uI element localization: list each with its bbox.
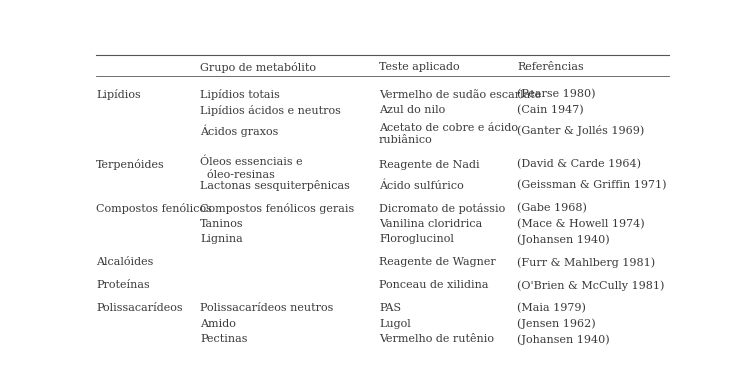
Text: Lipídios totais: Lipídios totais [200, 89, 280, 100]
Text: (Furr & Mahlberg 1981): (Furr & Mahlberg 1981) [518, 257, 656, 268]
Text: Reagente de Wagner: Reagente de Wagner [379, 257, 495, 267]
Text: Óleos essenciais e
  óleo-resinas: Óleos essenciais e óleo-resinas [200, 157, 302, 180]
Text: Teste aplicado: Teste aplicado [379, 62, 460, 73]
Text: Ácidos graxos: Ácidos graxos [200, 125, 279, 137]
Text: (Mace & Howell 1974): (Mace & Howell 1974) [518, 219, 645, 229]
Text: Polissacarídeos neutros: Polissacarídeos neutros [200, 304, 333, 313]
Text: Compostos fenólicos: Compostos fenólicos [96, 203, 212, 214]
Text: Lignina: Lignina [200, 234, 243, 244]
Text: (Ganter & Jollés 1969): (Ganter & Jollés 1969) [518, 125, 644, 137]
Text: (Cain 1947): (Cain 1947) [518, 105, 584, 115]
Text: Dicromato de potássio: Dicromato de potássio [379, 203, 505, 214]
Text: Proteínas: Proteínas [96, 280, 150, 291]
Text: Lugol: Lugol [379, 319, 410, 329]
Text: (David & Carde 1964): (David & Carde 1964) [518, 159, 641, 170]
Text: Compostos fenólicos gerais: Compostos fenólicos gerais [200, 203, 354, 214]
Text: Floroglucinol: Floroglucinol [379, 234, 454, 244]
Text: Reagente de Nadi: Reagente de Nadi [379, 160, 480, 170]
Text: (Pearse 1980): (Pearse 1980) [518, 89, 596, 100]
Text: Terpenóides: Terpenóides [96, 159, 165, 170]
Text: Ácido sulfúrico: Ácido sulfúrico [379, 180, 463, 191]
Text: Acetato de cobre e ácido
rubiânico: Acetato de cobre e ácido rubiânico [379, 123, 518, 145]
Text: (Johansen 1940): (Johansen 1940) [518, 334, 610, 345]
Text: Ponceau de xilidina: Ponceau de xilidina [379, 280, 489, 291]
Text: (Geissman & Griffin 1971): (Geissman & Griffin 1971) [518, 180, 667, 190]
Text: (Gabe 1968): (Gabe 1968) [518, 203, 587, 214]
Text: Amido: Amido [200, 319, 236, 329]
Text: Alcalóides: Alcalóides [96, 257, 153, 267]
Text: Vermelho de sudão escarlate: Vermelho de sudão escarlate [379, 90, 541, 99]
Text: Taninos: Taninos [200, 219, 244, 229]
Text: Vanilina cloridrica: Vanilina cloridrica [379, 219, 482, 229]
Text: PAS: PAS [379, 304, 401, 313]
Text: Grupo de metabólito: Grupo de metabólito [200, 62, 316, 73]
Text: Referências: Referências [518, 62, 584, 73]
Text: Pectinas: Pectinas [200, 334, 247, 344]
Text: Vermelho de rutênio: Vermelho de rutênio [379, 334, 494, 344]
Text: (Jensen 1962): (Jensen 1962) [518, 318, 596, 329]
Text: Lipídios: Lipídios [96, 89, 141, 100]
Text: Azul do nilo: Azul do nilo [379, 105, 446, 115]
Text: Lactonas sesquiterpênicas: Lactonas sesquiterpênicas [200, 180, 350, 191]
Text: (Johansen 1940): (Johansen 1940) [518, 234, 610, 245]
Text: (Maia 1979): (Maia 1979) [518, 303, 586, 314]
Text: Polissacarídeos: Polissacarídeos [96, 304, 183, 313]
Text: Lipídios ácidos e neutros: Lipídios ácidos e neutros [200, 105, 340, 116]
Text: (O'Brien & McCully 1981): (O'Brien & McCully 1981) [518, 280, 665, 291]
